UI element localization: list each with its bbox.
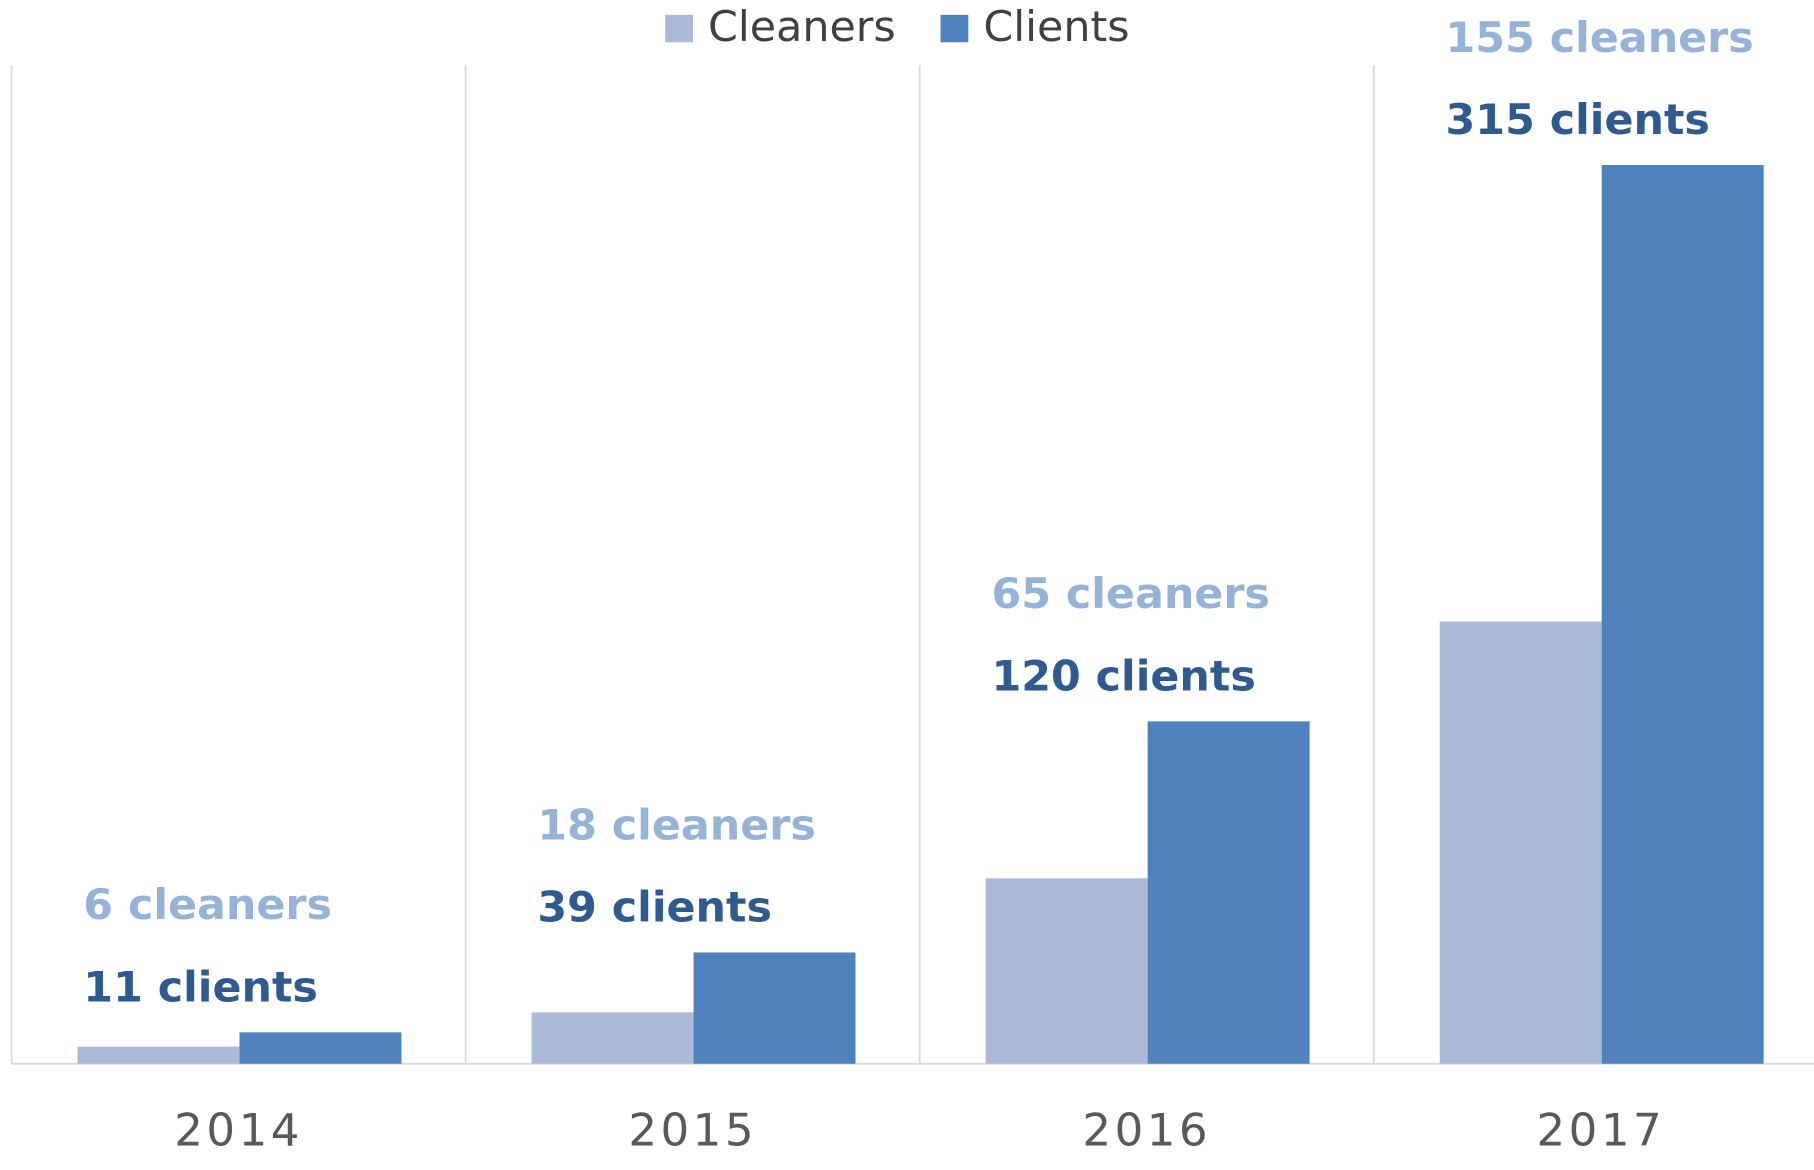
- legend-swatch: [665, 14, 693, 43]
- bar: [77, 1046, 240, 1064]
- legend-swatch: [940, 14, 969, 43]
- bar: [1601, 164, 1764, 1064]
- data-label: 155 cleaners: [1446, 14, 1754, 63]
- bar: [985, 878, 1148, 1064]
- x-tick-label: 2014: [174, 1104, 303, 1157]
- x-tick-label: 2016: [1082, 1104, 1211, 1157]
- bar: [531, 1012, 694, 1064]
- data-label: 6 cleaners: [83, 881, 332, 930]
- bar: [1147, 721, 1310, 1064]
- bar: [693, 952, 856, 1064]
- x-tick-label: 2017: [1537, 1104, 1666, 1157]
- legend-label: Clients: [983, 3, 1129, 52]
- data-label: 39 clients: [537, 884, 772, 933]
- legend-label: Cleaners: [708, 3, 896, 52]
- data-label: 18 cleaners: [537, 802, 815, 851]
- data-label: 120 clients: [991, 653, 1255, 702]
- data-label: 315 clients: [1446, 96, 1710, 145]
- data-label: 11 clients: [83, 964, 318, 1013]
- bar: [239, 1032, 402, 1064]
- bar: [1439, 621, 1602, 1064]
- x-tick-label: 2015: [628, 1104, 757, 1157]
- data-label: 65 cleaners: [991, 570, 1269, 619]
